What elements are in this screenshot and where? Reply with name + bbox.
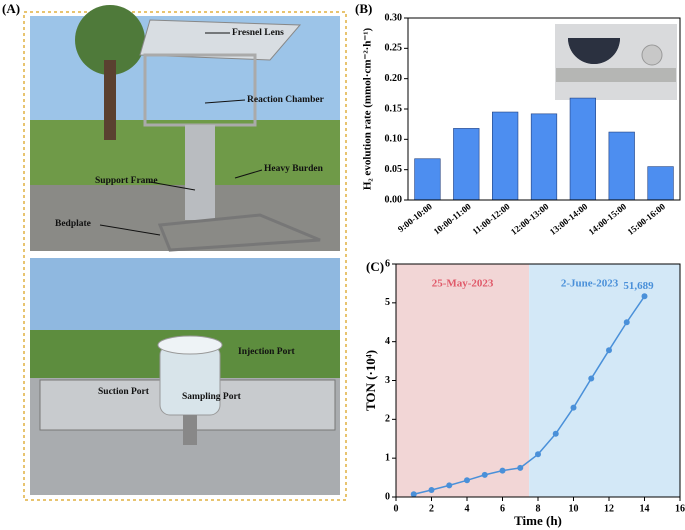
y-tick-label: 1 [385, 452, 390, 463]
x-axis-label: Time (h) [514, 513, 562, 528]
bar [414, 158, 441, 201]
marker [499, 467, 506, 474]
y-tick-label: 0.25 [385, 43, 403, 54]
marker [410, 491, 417, 498]
bar [530, 113, 558, 201]
panel-label: (B) [355, 1, 372, 16]
x-tick-label: 6 [500, 503, 505, 514]
photo-label: Fresnel Lens [232, 28, 284, 38]
x-tick-label: 4 [465, 503, 470, 514]
marker [446, 482, 453, 489]
inset-photo [555, 24, 677, 100]
marker [641, 293, 648, 300]
y-tick-label: 4 [385, 336, 390, 347]
x-tick-label: 9:00-10:00 [396, 201, 434, 234]
bar [453, 128, 480, 201]
x-tick-label: 12 [604, 503, 614, 514]
x-tick-label: 10:00-11:00 [432, 201, 474, 237]
x-tick-label: 11:00-12:00 [470, 201, 512, 237]
panel-label: (A) [2, 1, 20, 16]
photo-label: Reaction Chamber [247, 95, 325, 105]
marker [588, 375, 595, 382]
photo-label: Injection Port [238, 347, 296, 357]
x-tick-label: 14 [640, 503, 650, 514]
x-tick-label: 14:00-15:00 [587, 201, 629, 237]
bar [569, 97, 596, 201]
marker [623, 319, 630, 326]
photo-label: Heavy Burden [264, 164, 324, 174]
photo-label: Suction Port [98, 387, 150, 397]
marker [552, 430, 559, 437]
y-tick-label: 0.10 [385, 134, 403, 145]
marker [606, 347, 612, 354]
region-label: 25-May-2023 [432, 278, 494, 290]
y-tick-label: 0.15 [385, 103, 403, 114]
x-tick-label: 2 [429, 503, 434, 514]
panel-border [23, 11, 347, 501]
panel-label: (C) [366, 259, 384, 274]
photo-label: Bedplate [55, 219, 91, 229]
line [413, 295, 646, 496]
photo-bottom [30, 258, 340, 495]
x-tick-label: 16 [675, 503, 685, 514]
marker [517, 464, 524, 471]
marker [535, 451, 541, 458]
value-label: 51,689 [623, 280, 654, 292]
photo-top [30, 5, 340, 252]
bar [647, 166, 674, 201]
y-tick-label: 0 [385, 491, 390, 502]
region [529, 264, 680, 497]
y-tick-label: 0.30 [385, 12, 403, 23]
marker [570, 404, 577, 411]
x-tick-label: 10 [569, 503, 579, 514]
x-tick-label: 12:00-13:00 [509, 201, 551, 237]
y-tick-label: 6 [385, 258, 390, 269]
plot-frame [395, 263, 681, 498]
marker [464, 477, 470, 484]
y-tick-label: 0.05 [385, 164, 403, 175]
y-axis-label: H₂ evolution rate (mmol·cm⁻²·h⁻¹) [362, 27, 374, 190]
marker [481, 471, 488, 478]
marker [428, 487, 435, 494]
y-tick-label: 3 [385, 375, 390, 386]
bar [492, 111, 519, 201]
region [396, 264, 530, 497]
photo-label: Support Frame [95, 176, 158, 186]
photo-label: Sampling Port [182, 392, 242, 402]
y-tick-label: 2 [385, 414, 390, 425]
x-tick-label: 0 [394, 503, 399, 514]
plot-frame [407, 17, 681, 201]
x-tick-label: 8 [536, 503, 541, 514]
y-axis-label: TON (·10⁴) [363, 350, 378, 411]
y-tick-label: 0.20 [385, 73, 403, 84]
x-tick-label: 15:00-16:00 [625, 201, 667, 237]
y-tick-label: 5 [385, 297, 390, 308]
x-tick-label: 13:00-14:00 [548, 201, 590, 237]
bar [608, 131, 635, 201]
y-tick-label: 0.00 [385, 194, 403, 205]
photo-arrows [99, 32, 263, 236]
region-label: 2-June-2023 [561, 278, 619, 290]
